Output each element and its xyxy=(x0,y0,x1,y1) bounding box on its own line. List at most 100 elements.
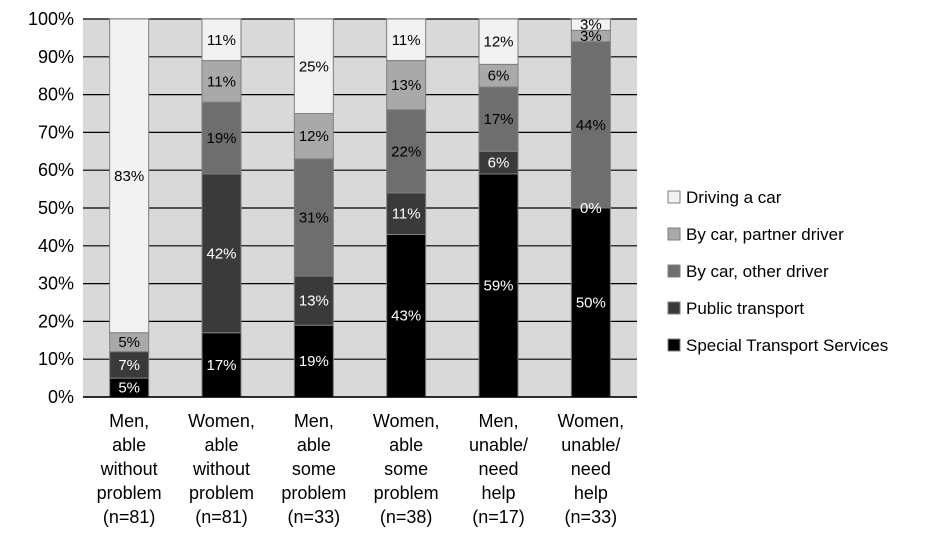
y-tick-label: 70% xyxy=(38,122,74,142)
bar-segment xyxy=(386,192,427,235)
data-label: 17% xyxy=(206,357,236,374)
x-category-label-line: some xyxy=(384,459,428,479)
data-label: 22% xyxy=(391,143,421,160)
data-label: 11% xyxy=(207,73,236,90)
data-label: 0% xyxy=(580,200,602,217)
bar-segment xyxy=(478,173,519,398)
bar-segment xyxy=(293,158,334,277)
x-category-label-line: (n=33) xyxy=(288,507,341,527)
x-category-label-line: Women, xyxy=(557,411,624,431)
x-category-label-line: Men, xyxy=(478,411,518,431)
gridlines xyxy=(83,18,637,398)
legend-label: By car, partner driver xyxy=(686,225,844,244)
bar-segment xyxy=(201,101,242,175)
legend-swatch xyxy=(667,227,681,241)
legend-label: By car, other driver xyxy=(686,262,829,281)
y-axis-tick-labels: 0% 10% 20% 30% 40% 50% 60% 70% 80% 90% 100% xyxy=(28,9,74,407)
x-category-label-line: problem xyxy=(97,483,162,503)
x-category-label-line: unable/ xyxy=(561,435,620,455)
data-label: 12% xyxy=(299,128,329,145)
x-category-label: Men, unable/need help (n=17) xyxy=(469,411,528,527)
data-labels: 5% 7% 5% 83% 17% 42% 19% 11% 11% 19% 13% 31% 12% 25% 4… xyxy=(114,17,606,397)
bar-segment xyxy=(293,275,334,326)
x-category-label-line: need xyxy=(571,459,611,479)
x-category-label-line: problem xyxy=(189,483,254,503)
x-category-label: Women, able without problem (n=81) xyxy=(188,411,255,527)
data-label: 31% xyxy=(299,209,329,226)
x-axis-category-labels: Men, able without problem (n=81) Women, able wi… xyxy=(97,411,625,527)
x-category-label-line: (n=81) xyxy=(195,507,248,527)
x-category-label: Men, able without problem (n=81) xyxy=(97,411,162,527)
bar-segment xyxy=(386,233,427,398)
x-category-label: Women, able some problem (n=38) xyxy=(373,411,440,527)
legend-label: Driving a car xyxy=(686,188,782,207)
data-label: 13% xyxy=(299,293,329,310)
y-tick-label: 80% xyxy=(38,85,74,105)
legend-swatch xyxy=(667,264,681,278)
bar-segment xyxy=(386,18,427,62)
bar-segment xyxy=(478,86,519,152)
bar-segment xyxy=(201,332,242,398)
x-category-label-line: Men, xyxy=(109,411,149,431)
y-tick-label: 0% xyxy=(48,387,74,407)
bar-segment xyxy=(201,173,242,334)
bar-segment xyxy=(386,109,427,194)
data-label: 3% xyxy=(580,17,602,34)
data-label: 5% xyxy=(118,334,140,351)
x-category-label-line: Men, xyxy=(294,411,334,431)
bar-segment xyxy=(293,324,334,398)
legend-label: Public transport xyxy=(686,299,804,318)
x-category-label-line: help xyxy=(574,483,608,503)
bar-segment xyxy=(201,60,242,103)
data-label: 19% xyxy=(206,130,236,147)
x-category-label-line: Women, xyxy=(373,411,440,431)
y-tick-label: 90% xyxy=(38,47,74,67)
x-category-label-line: unable/ xyxy=(469,435,528,455)
data-label: 59% xyxy=(483,277,513,294)
bar-segment xyxy=(293,18,334,114)
data-label: 17% xyxy=(483,111,513,128)
data-label: 50% xyxy=(576,295,606,312)
x-category-label-line: problem xyxy=(281,483,346,503)
x-category-label-line: some xyxy=(292,459,336,479)
bar-segment xyxy=(478,18,519,65)
x-category-label: Women, unable/need help (n=33) xyxy=(557,411,624,527)
x-category-label-line: able xyxy=(204,435,238,455)
bar-segment xyxy=(570,207,611,398)
y-tick-label: 50% xyxy=(38,198,74,218)
y-tick-label: 60% xyxy=(38,160,74,180)
x-category-label: Men, able some problem (n=33) xyxy=(281,411,346,527)
data-label: 6% xyxy=(488,68,510,85)
legend-label: Special Transport Services xyxy=(686,336,888,355)
data-label: 6% xyxy=(488,155,510,172)
data-label: 3% xyxy=(580,28,602,45)
x-category-label-line: able xyxy=(297,435,331,455)
bar-segment xyxy=(570,41,611,209)
data-label: 43% xyxy=(391,308,421,325)
bar-segment xyxy=(109,18,150,334)
x-category-label-line: Women, xyxy=(188,411,255,431)
x-category-label-line: (n=38) xyxy=(380,507,433,527)
y-tick-label: 10% xyxy=(38,349,74,369)
bar-stacks xyxy=(109,18,611,398)
legend-swatch xyxy=(667,338,681,352)
bar-segment xyxy=(109,351,150,379)
bar-segment xyxy=(201,18,242,62)
legend: Driving a car By car, partner driver By ca… xyxy=(667,188,888,355)
x-category-label-line: able xyxy=(389,435,423,455)
x-category-label-line: (n=17) xyxy=(472,507,525,527)
legend-swatch xyxy=(667,301,681,315)
y-tick-label: 20% xyxy=(38,311,74,331)
data-label: 25% xyxy=(299,58,329,75)
x-category-label-line: (n=81) xyxy=(103,507,156,527)
x-category-label-line: need xyxy=(478,459,518,479)
x-category-label-line: without xyxy=(192,459,250,479)
data-label: 11% xyxy=(392,32,421,49)
y-tick-label: 30% xyxy=(38,274,74,294)
data-label: 13% xyxy=(391,77,421,94)
data-label: 44% xyxy=(576,117,606,134)
x-category-label-line: without xyxy=(100,459,158,479)
data-label: 19% xyxy=(299,353,329,370)
data-label: 7% xyxy=(118,357,140,374)
